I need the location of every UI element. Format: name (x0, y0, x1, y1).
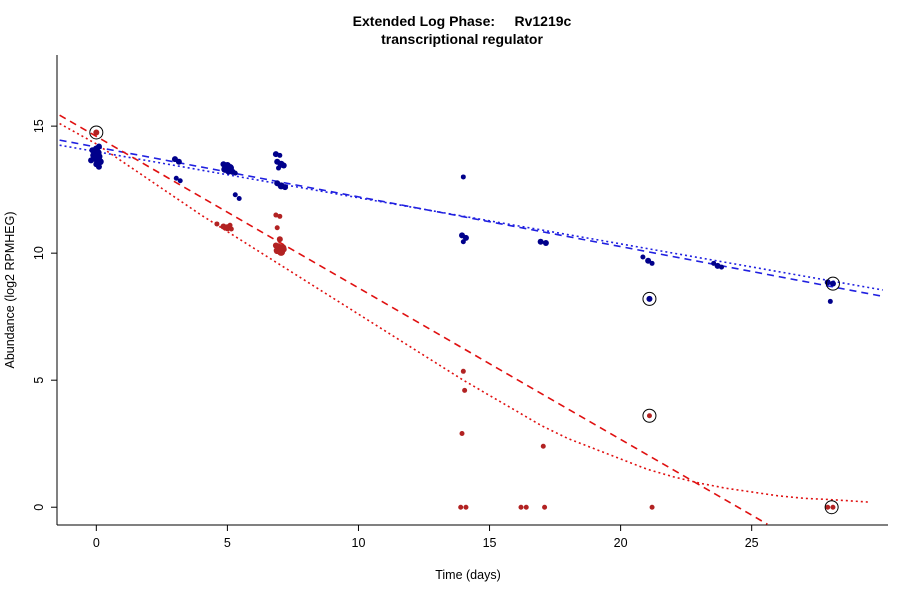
outlier-marker (824, 500, 839, 515)
x-axis-label: Time (days) (435, 568, 501, 582)
data-point (825, 504, 831, 510)
data-point (540, 443, 546, 449)
data-point (646, 413, 652, 419)
data-point (646, 295, 653, 302)
data-point (276, 165, 282, 171)
data-point (829, 280, 836, 287)
data-point (542, 504, 548, 510)
data-point (232, 170, 238, 176)
x-tick-label: 10 (352, 536, 366, 550)
red-dotted-fit-curve (59, 122, 870, 503)
outlier-marker (825, 276, 840, 291)
data-point (460, 239, 466, 245)
outlier-marker (89, 125, 104, 140)
axes: 0 5 10 15 20 25 0 5 10 15 (32, 55, 888, 550)
data-point (177, 178, 183, 184)
data-point (95, 143, 102, 150)
data-point (542, 240, 549, 246)
data-point (228, 226, 234, 232)
x-tick-label: 20 (614, 536, 628, 550)
blue-dotted-fit (59, 144, 883, 291)
data-point (523, 504, 529, 510)
data-point (276, 236, 283, 243)
data-point (277, 213, 283, 219)
y-tick-label: 5 (32, 377, 46, 384)
x-tick-label: 0 (93, 536, 100, 550)
data-point (282, 184, 289, 191)
chart-title: Extended Log Phase: Rv1219c (353, 13, 572, 29)
data-point (830, 504, 836, 510)
fit-lines (59, 114, 883, 525)
red-longdash-fit (59, 114, 768, 525)
data-point (462, 387, 468, 393)
y-tick-label: 10 (32, 246, 46, 260)
data-point (277, 152, 283, 158)
data-point (459, 431, 465, 437)
data-point (175, 158, 182, 165)
data-point (232, 192, 238, 198)
data-point (93, 129, 100, 136)
data-point (460, 368, 466, 374)
x-tick-label: 5 (224, 536, 231, 550)
outlier-circles (89, 125, 840, 515)
data-point (518, 504, 524, 510)
data-point (537, 238, 544, 245)
chart-subtitle: transcriptional regulator (381, 31, 543, 47)
data-point (827, 298, 833, 304)
outlier-marker (642, 408, 657, 423)
data-point (458, 504, 464, 510)
data-point (280, 246, 287, 253)
data-point (214, 221, 220, 227)
data-point (462, 234, 469, 241)
plot-area: 0 5 10 15 20 25 0 5 10 15 (32, 55, 888, 550)
y-tick-label: 15 (32, 119, 46, 133)
data-point (463, 504, 469, 510)
data-point (274, 225, 280, 231)
data-point (280, 162, 287, 169)
x-tick-label: 15 (483, 536, 497, 550)
data-point (95, 163, 102, 170)
blue-longdash-fit (59, 139, 883, 298)
data-point (236, 196, 242, 202)
data-point (173, 175, 179, 181)
data-point (645, 257, 652, 264)
data-point (649, 504, 655, 510)
data-point (227, 222, 233, 228)
data-point (719, 264, 725, 270)
red-condition-points (93, 129, 836, 510)
y-tick-label: 0 (32, 504, 46, 511)
data-point (88, 157, 95, 164)
data-point (273, 212, 279, 218)
blue-condition-points (88, 143, 836, 304)
outlier-marker (642, 291, 657, 306)
x-tick-label: 25 (745, 536, 759, 550)
data-point (649, 260, 655, 266)
y-axis-label: Abundance (log2 RPMHEG) (3, 211, 17, 368)
data-point (640, 254, 646, 260)
data-point (460, 174, 466, 180)
